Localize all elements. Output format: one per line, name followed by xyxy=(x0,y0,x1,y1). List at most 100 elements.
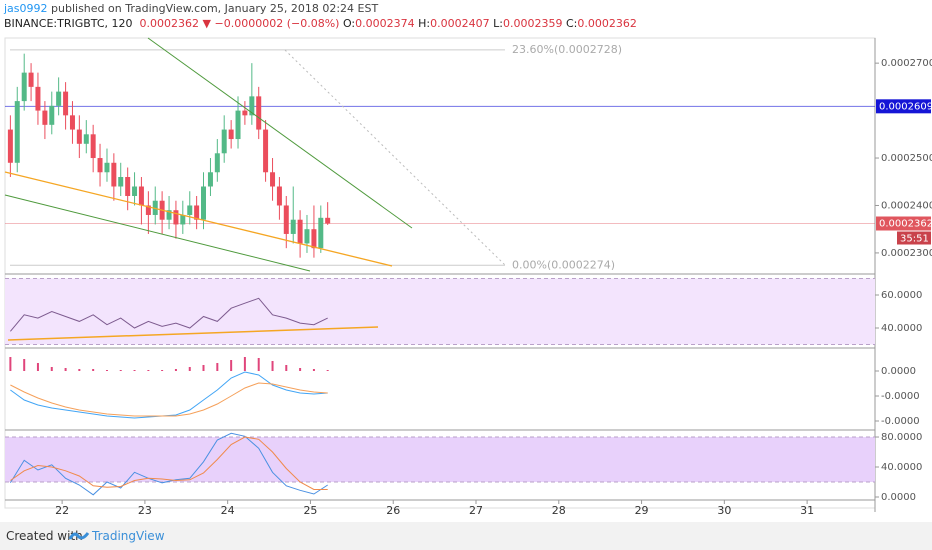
candle-body xyxy=(242,110,248,116)
candle-body xyxy=(194,205,200,220)
histogram-bar xyxy=(271,361,274,371)
ohlc-label: O: xyxy=(342,17,356,30)
candle-body xyxy=(7,129,13,163)
symbol: BINANCE:TRIGBTC, 120 xyxy=(4,17,133,30)
candle-body xyxy=(297,219,303,244)
x-tick-label: 30 xyxy=(717,504,731,517)
arrow: ▼ xyxy=(202,17,211,30)
band xyxy=(5,278,875,345)
y-tick-label: -0.0000 xyxy=(881,416,920,427)
candle-body xyxy=(56,91,62,106)
logo xyxy=(68,532,90,540)
trend-line xyxy=(4,171,393,267)
x-tick-label: 25 xyxy=(303,504,317,517)
x-tick-label: 23 xyxy=(138,504,152,517)
footer: Created with TradingView xyxy=(0,522,932,550)
histogram-bar xyxy=(312,369,315,371)
candle-body xyxy=(249,96,255,116)
ohlc-label: C: xyxy=(565,17,578,30)
ohlc-value: 0.0002407 xyxy=(430,17,490,30)
candle-body xyxy=(76,129,82,144)
x-tick-label: 27 xyxy=(469,504,483,517)
indicator-line xyxy=(10,436,328,490)
chart: 0.0002300 0.0002400 0.0002500 0.0002700 22 23… xyxy=(4,37,932,517)
price-label: 0.0002609 xyxy=(879,101,932,112)
symbol-line: BINANCE:TRIGBTC, 120 0.0002362 ▼ −0.0000… xyxy=(4,17,637,30)
candle-body xyxy=(125,177,131,196)
candle-body xyxy=(90,134,96,159)
histogram-bar xyxy=(36,363,39,371)
candle-body xyxy=(145,205,151,215)
ohlc-value: 0.0002359 xyxy=(502,17,563,30)
histogram-bar xyxy=(50,367,53,371)
ohlc-label: L: xyxy=(493,17,503,30)
histogram-bar xyxy=(119,370,122,371)
x-tick-label: 22 xyxy=(55,504,69,517)
histogram-bar xyxy=(299,368,302,371)
histogram-bar xyxy=(326,370,329,371)
histogram-bar xyxy=(243,357,246,371)
y-tick-label: 0.0002300 xyxy=(881,248,932,259)
histogram-bar xyxy=(230,360,233,371)
price-label-box xyxy=(876,99,931,114)
histogram-bar xyxy=(174,369,177,371)
histogram-bar xyxy=(78,369,81,371)
histogram-bar xyxy=(147,370,150,371)
x-tick-label: 26 xyxy=(386,504,400,517)
candle-body xyxy=(228,129,234,140)
y-tick-label: 60.0000 xyxy=(881,290,922,301)
candle-body xyxy=(256,96,262,130)
y-tick-label: 40.0000 xyxy=(881,462,922,473)
candle-body xyxy=(42,110,48,125)
histogram-bar xyxy=(9,357,12,371)
indicator-line xyxy=(10,382,328,417)
histogram-bar xyxy=(92,369,95,371)
candle-body xyxy=(214,153,220,173)
candle-body xyxy=(49,105,55,125)
histogram-bar xyxy=(216,363,219,371)
last-price-label: 0.0002362 xyxy=(879,219,932,230)
candle-body xyxy=(118,177,124,187)
candle-body xyxy=(63,91,69,116)
indicator-line xyxy=(10,297,328,332)
candle-body xyxy=(180,214,186,225)
drawings xyxy=(4,37,506,341)
created-with: Created with xyxy=(6,529,83,543)
candle-body xyxy=(14,101,20,163)
candle-body xyxy=(35,86,41,111)
candle-body xyxy=(221,129,227,154)
candle-body xyxy=(270,172,276,187)
indicator-line xyxy=(10,371,328,419)
candle-body xyxy=(166,210,172,220)
candle-body xyxy=(283,205,289,234)
candle-body xyxy=(173,210,179,225)
band xyxy=(5,437,875,483)
user[interactable]: jas0992 xyxy=(4,2,48,15)
publish-line: jas0992 published on TradingView.com, Ja… xyxy=(4,2,378,15)
candle-body xyxy=(235,110,241,140)
fib-trend xyxy=(284,49,506,266)
ohlc-value: 0.0002362 xyxy=(577,17,637,30)
trend-line xyxy=(147,37,413,229)
change: −0.0000002 (−0.08%) xyxy=(214,17,340,30)
countdown-box xyxy=(897,231,931,245)
candle-body xyxy=(304,229,310,244)
candle-body xyxy=(290,219,296,234)
fib-label: 23.60%(0.0002728) xyxy=(512,43,622,56)
rsi-trend-line xyxy=(7,326,379,341)
brand[interactable]: TradingView xyxy=(92,529,165,543)
x-tick-label: 24 xyxy=(221,504,235,517)
histogram-bar xyxy=(161,370,164,371)
candle-body xyxy=(138,186,144,206)
y-tick-label: 40.0000 xyxy=(881,323,922,334)
countdown: 35:51 xyxy=(900,234,929,245)
candle-body xyxy=(132,186,138,196)
y-tick-label: 0.0002500 xyxy=(881,153,932,164)
fib-label: 0.00%(0.0002274) xyxy=(512,258,615,271)
last-price-box xyxy=(876,216,931,231)
ohlc-value: 0.0002374 xyxy=(355,17,415,30)
histogram-bar xyxy=(202,365,205,371)
y-tick-label: 80.0000 xyxy=(881,432,922,443)
y-tick-label: 0.0000 xyxy=(881,492,916,503)
